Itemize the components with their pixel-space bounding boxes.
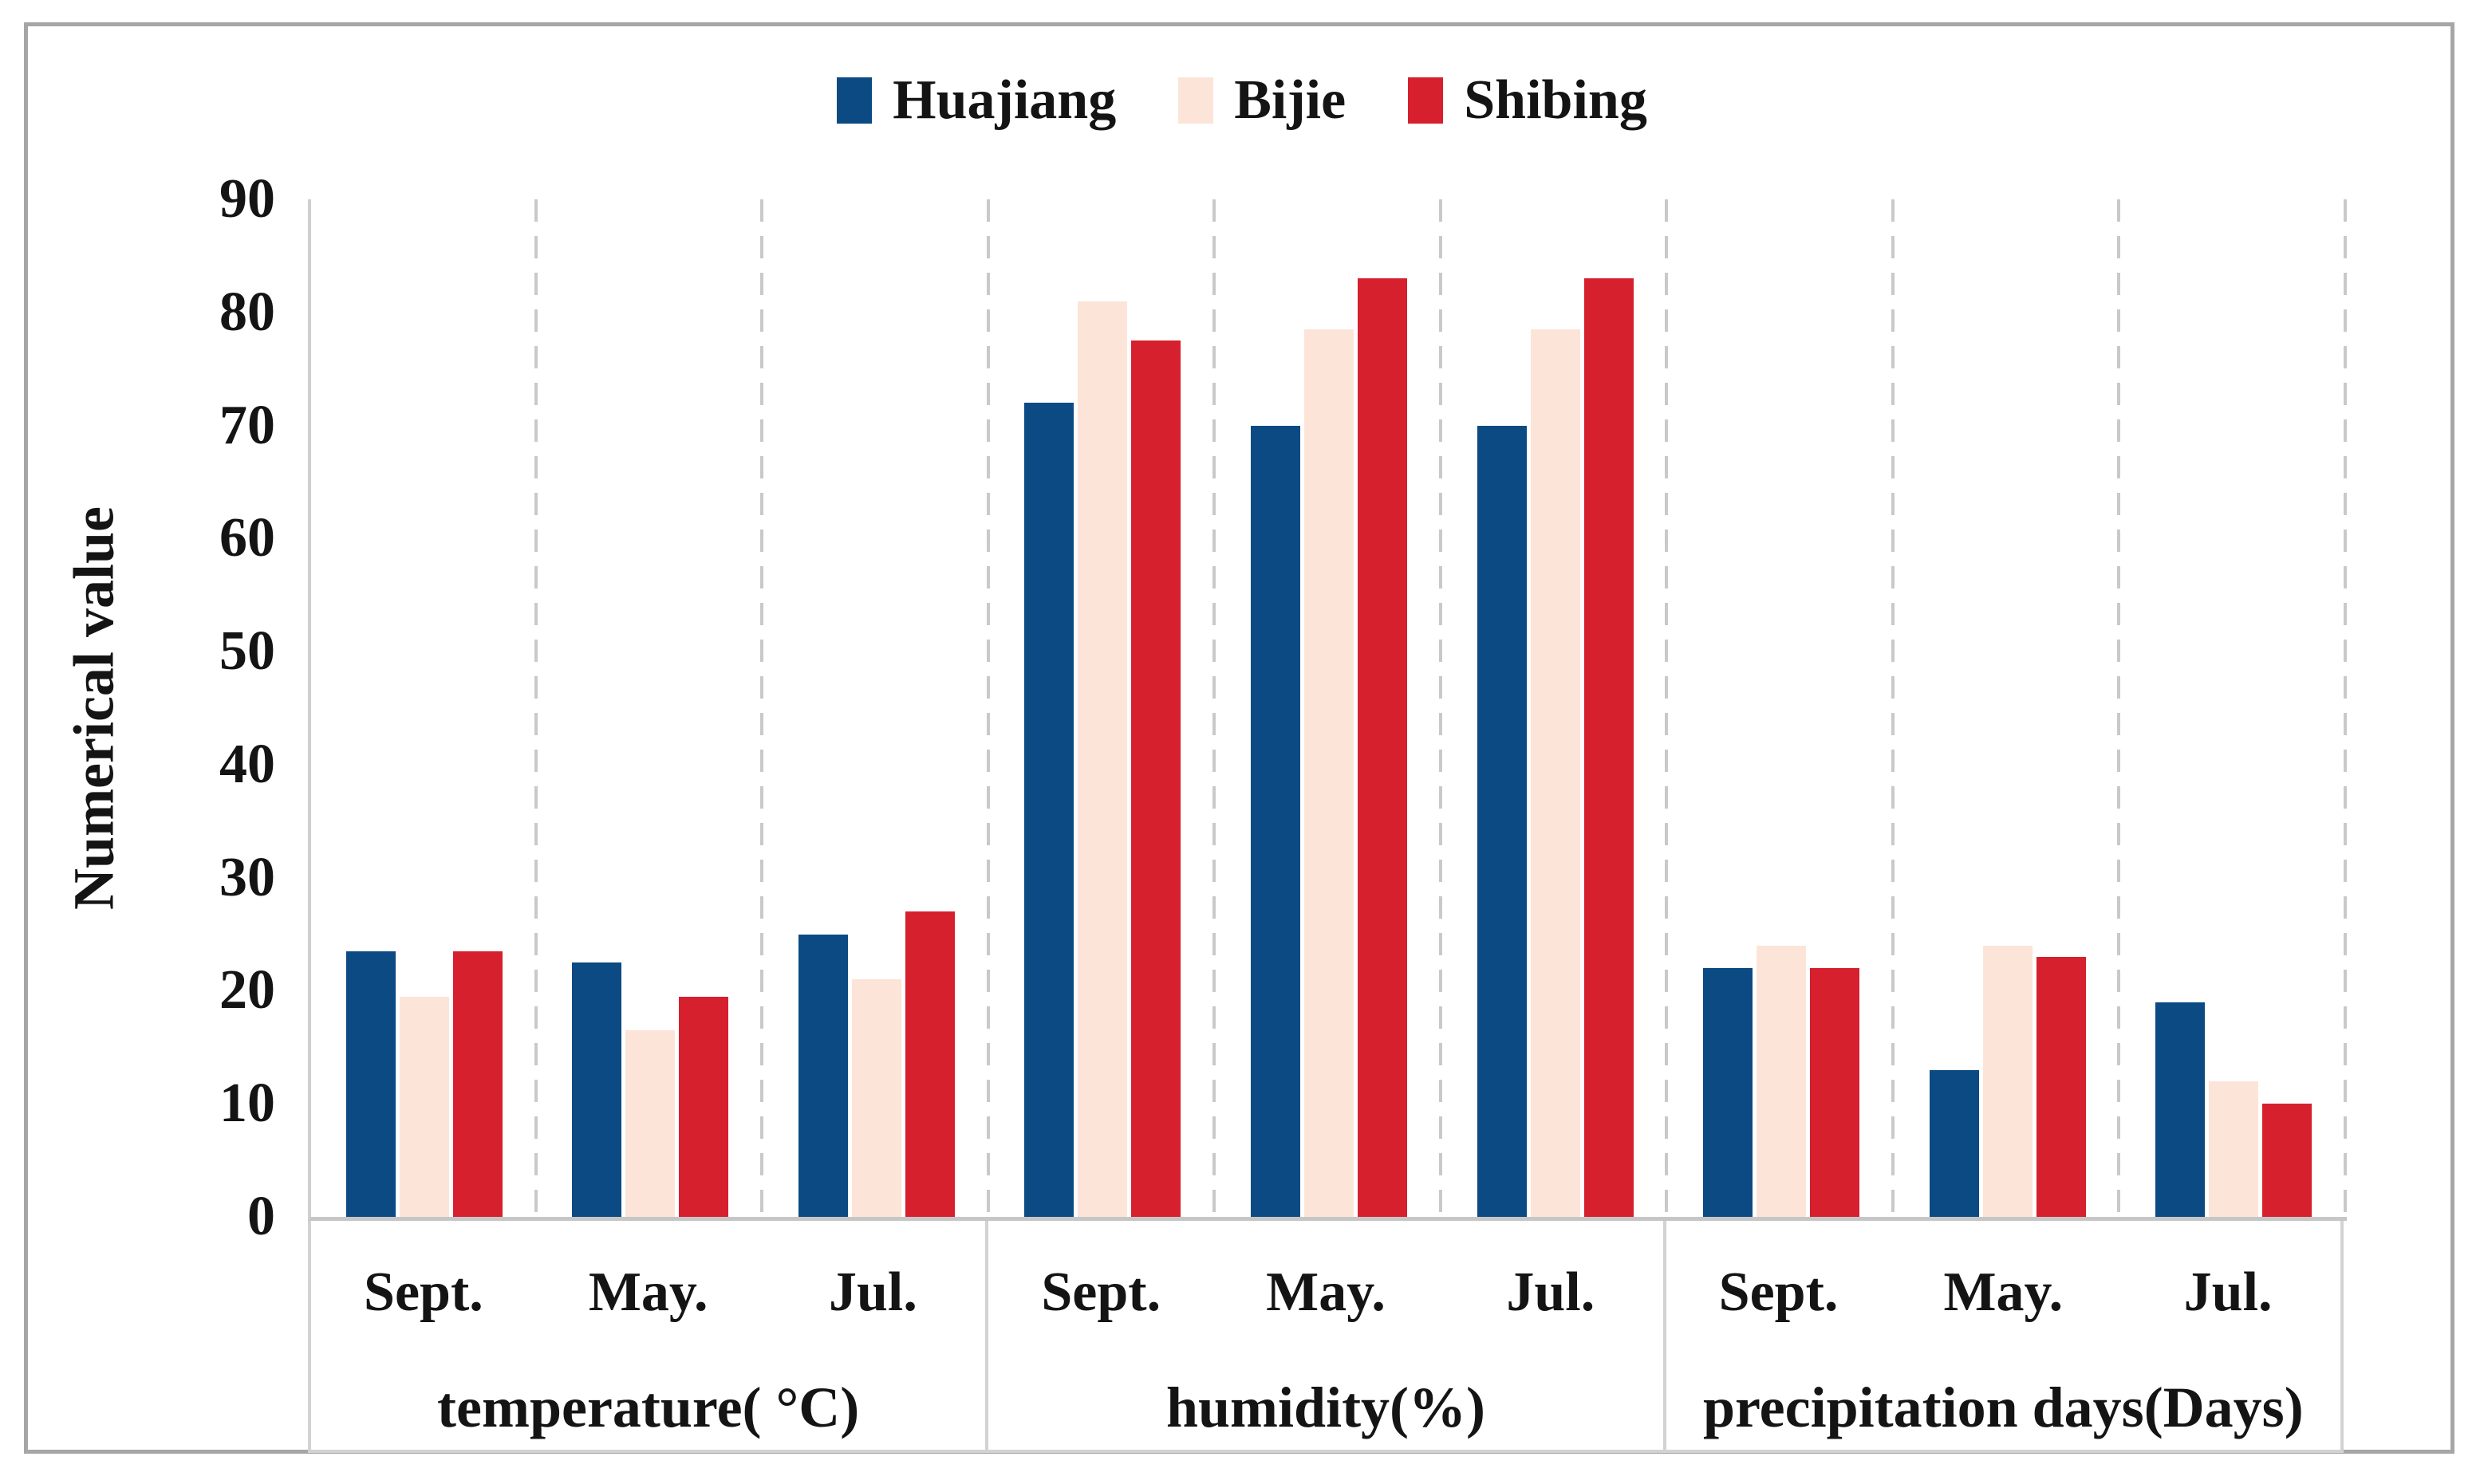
y-tick-label: 90 bbox=[219, 168, 275, 230]
dashed-gridline bbox=[2344, 199, 2347, 1217]
group-label: temperature( °C) bbox=[437, 1375, 860, 1439]
month-label: Sept. bbox=[1041, 1262, 1161, 1323]
dashed-gridline bbox=[760, 199, 764, 1217]
group-label: precipitation days(Days) bbox=[1702, 1375, 2304, 1439]
legend: Huajiang Bijie Shibing bbox=[0, 70, 2484, 131]
month-label: May. bbox=[588, 1262, 708, 1323]
dashed-gridline bbox=[986, 199, 990, 1217]
bar-bijie bbox=[399, 996, 449, 1217]
legend-swatch-icon bbox=[1408, 77, 1444, 124]
month-label-row: Sept. May. Jul. bbox=[1666, 1221, 2340, 1364]
y-tick-label: 80 bbox=[219, 281, 275, 343]
bar-bijie bbox=[1982, 945, 2033, 1217]
month-label: Sept. bbox=[1718, 1262, 1839, 1323]
bar-shibing bbox=[1131, 340, 1181, 1217]
legend-item-huajiang: Huajiang bbox=[837, 70, 1116, 131]
dashed-gridline bbox=[1438, 199, 1442, 1217]
bar-bijie bbox=[2209, 1081, 2259, 1217]
dashed-gridline bbox=[2117, 199, 2121, 1217]
bar-huajiang bbox=[345, 951, 396, 1217]
bar-huajiang bbox=[572, 962, 622, 1217]
bar-huajiang bbox=[1251, 425, 1300, 1217]
group-label: humidity(%) bbox=[1165, 1375, 1486, 1439]
bar-shibing bbox=[452, 951, 503, 1217]
y-tick-label: 60 bbox=[219, 507, 275, 569]
month-label: Jul. bbox=[2183, 1262, 2273, 1323]
y-tick-label: 40 bbox=[219, 733, 275, 795]
x-axis-label-area: Sept. May. Jul. temperature( °C) Sept. May. Ju… bbox=[308, 1221, 2344, 1453]
bar-bijie bbox=[1757, 945, 1807, 1217]
bar-huajiang bbox=[1703, 968, 1753, 1217]
x-group: Sept. May. Jul. humidity(%) bbox=[988, 1221, 1666, 1450]
legend-item-shibing: Shibing bbox=[1408, 70, 1647, 131]
bar-huajiang bbox=[1024, 403, 1074, 1217]
month-label-row: Sept. May. Jul. bbox=[311, 1221, 985, 1364]
y-tick-label: 10 bbox=[219, 1073, 275, 1135]
y-tick-label: 50 bbox=[219, 620, 275, 683]
legend-item-bijie: Bijie bbox=[1178, 70, 1346, 131]
plot-area bbox=[308, 199, 2347, 1221]
bar-shibing bbox=[905, 911, 955, 1217]
month-label: Jul. bbox=[829, 1262, 917, 1323]
bar-huajiang bbox=[2155, 1002, 2206, 1217]
bar-huajiang bbox=[798, 934, 848, 1217]
bar-bijie bbox=[851, 979, 901, 1217]
bar-shibing bbox=[1810, 968, 1860, 1217]
bar-bijie bbox=[625, 1030, 676, 1217]
bar-huajiang bbox=[1477, 425, 1527, 1217]
y-tick-label: 30 bbox=[219, 846, 275, 908]
legend-label: Bijie bbox=[1234, 69, 1346, 131]
dashed-gridline bbox=[1891, 199, 1895, 1217]
month-label: Jul. bbox=[1506, 1262, 1595, 1323]
bar-shibing bbox=[1358, 278, 1407, 1217]
y-tick-label: 70 bbox=[219, 394, 275, 456]
bar-shibing bbox=[679, 996, 729, 1217]
bar-shibing bbox=[2262, 1104, 2312, 1217]
legend-swatch-icon bbox=[1178, 77, 1214, 124]
month-label: May. bbox=[1266, 1262, 1386, 1323]
legend-label: Shibing bbox=[1464, 69, 1647, 131]
bar-shibing bbox=[2036, 956, 2086, 1217]
bar-bijie bbox=[1304, 329, 1354, 1217]
x-group: Sept. May. Jul. precipitation days(Days) bbox=[1666, 1221, 2340, 1450]
dashed-gridline bbox=[534, 199, 538, 1217]
y-tick-label: 0 bbox=[247, 1186, 275, 1247]
y-tick-label: 20 bbox=[219, 959, 275, 1021]
month-label: Sept. bbox=[364, 1262, 483, 1323]
bar-bijie bbox=[1078, 301, 1128, 1217]
bar-bijie bbox=[1530, 329, 1580, 1217]
legend-swatch-icon bbox=[837, 77, 873, 124]
legend-label: Huajiang bbox=[893, 69, 1117, 131]
month-label: May. bbox=[1943, 1262, 2064, 1323]
dashed-gridline bbox=[1212, 199, 1216, 1217]
bar-huajiang bbox=[1929, 1069, 1979, 1217]
x-group: Sept. May. Jul. temperature( °C) bbox=[311, 1221, 989, 1450]
month-label-row: Sept. May. Jul. bbox=[988, 1221, 1662, 1364]
bar-shibing bbox=[1583, 278, 1634, 1217]
dashed-gridline bbox=[1665, 199, 1669, 1217]
